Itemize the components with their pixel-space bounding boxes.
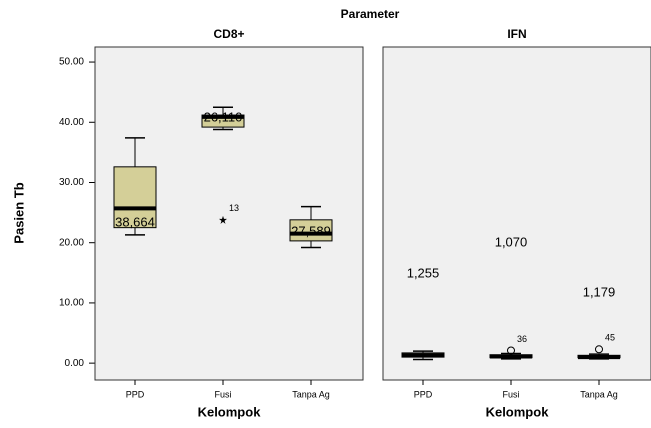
outlier-label: 13 [229,203,239,213]
x-tick-label: Fusi [214,389,231,399]
x-tick-label: PPD [414,389,433,399]
panel [382,46,651,381]
panel-title: CD8+ [213,27,244,41]
annotation: 1,179 [583,284,616,299]
x-axis-label: Kelompok [198,404,262,419]
outlier [219,215,227,224]
outlier-label: 45 [605,333,615,343]
chart-title: Parameter [341,7,400,21]
annotation: 1,255 [407,265,440,280]
y-tick-label: 10.00 [59,298,84,309]
outlier-label: 36 [517,334,527,344]
y-tick-label: 0.00 [65,358,85,369]
y-tick-label: 50.00 [59,57,84,68]
annotation: 27,589 [291,223,331,238]
annotation: 1,070 [495,234,528,249]
panel-title: IFN [507,27,526,41]
y-tick-label: 30.00 [59,177,84,188]
annotation: 38,664 [115,214,155,229]
annotation: 26,110 [204,109,243,124]
x-axis-label: Kelompok [486,404,550,419]
y-tick-label: 20.00 [59,237,84,248]
outlier [595,345,603,354]
outlier [507,346,515,355]
x-tick-label: Tanpa Ag [580,389,618,399]
x-tick-label: Tanpa Ag [292,389,330,399]
x-tick-label: Fusi [502,389,519,399]
y-tick-label: 40.00 [59,117,84,128]
box [113,166,157,229]
x-tick-label: PPD [126,389,145,399]
y-axis-label: Pasien Tb [11,182,26,243]
